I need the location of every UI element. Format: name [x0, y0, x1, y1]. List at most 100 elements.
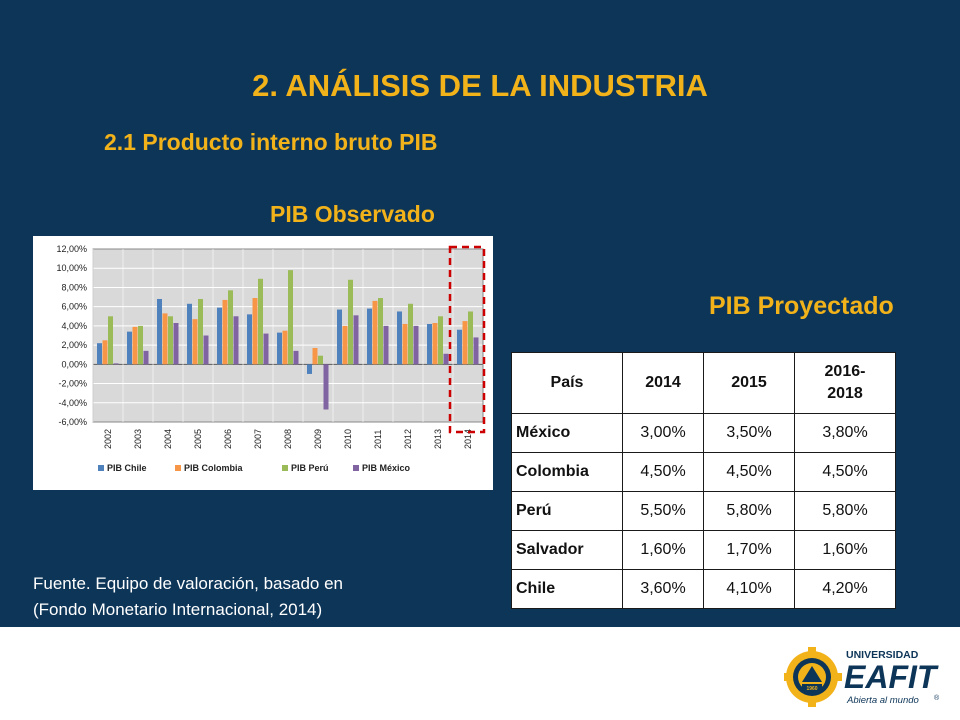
bar-pib-méxico [383, 325, 389, 365]
table-cell: 4,50% [703, 452, 795, 492]
table-cell: 1,60% [794, 530, 896, 570]
bar-pib-perú [438, 316, 443, 365]
bar-pib-chile [307, 364, 312, 374]
slide-subtitle: 2.1 Producto interno bruto PIB [104, 129, 438, 155]
bar-pib-chile [187, 303, 192, 365]
bar-pib-méxico [323, 364, 329, 410]
logo-brand-main: EAFIT [844, 659, 939, 695]
bar-pib-perú [108, 316, 113, 365]
x-tick-label: 2012 [403, 429, 413, 449]
bar-pib-perú [198, 298, 203, 365]
table-row: Perú 5,50% 5,80% 5,80% [511, 491, 896, 531]
bar-pib-colombia [102, 340, 108, 365]
bar-pib-perú [288, 270, 293, 365]
y-tick-label: 0,00% [61, 359, 87, 369]
x-tick-label: 2008 [283, 429, 293, 449]
bar-pib-perú [258, 278, 263, 365]
bar-pib-méxico [113, 363, 119, 365]
highlight-box-2014 [448, 245, 486, 434]
x-tick-label: 2005 [193, 429, 203, 449]
bar-pib-méxico [443, 353, 449, 365]
table-header-cell: 2014 [622, 352, 704, 414]
bar-pib-méxico [173, 323, 179, 365]
x-tick-label: 2006 [223, 429, 233, 449]
bar-pib-colombia [372, 300, 378, 365]
bar-pib-méxico [353, 315, 359, 365]
y-tick-label: -6,00% [58, 417, 87, 427]
logo-seal-year: 1960 [806, 686, 817, 692]
table-header-row: País 2014 2015 2016- 2018 [511, 352, 896, 414]
table-cell: 5,80% [794, 491, 896, 531]
y-tick-label: -2,00% [58, 379, 87, 389]
bar-pib-chile [397, 311, 402, 365]
x-tick-label: 2004 [163, 429, 173, 449]
table-row: Chile 3,60% 4,10% 4,20% [511, 569, 896, 609]
bar-pib-colombia [402, 323, 408, 365]
table-cell: 3,80% [794, 413, 896, 453]
bar-pib-perú [318, 355, 323, 365]
y-tick-label: 10,00% [56, 263, 87, 273]
bar-pib-perú [468, 311, 473, 365]
x-tick-label: 2011 [373, 430, 383, 449]
bar-pib-perú [168, 316, 173, 365]
table-cell-country: Salvador [511, 530, 623, 570]
x-tick-label: 2007 [253, 429, 263, 449]
table-cell: 1,60% [622, 530, 704, 570]
bar-pib-chile [337, 309, 342, 365]
legend-label: PIB México [362, 463, 411, 473]
logo-registered-mark: ® [934, 694, 940, 702]
bar-pib-perú [138, 325, 143, 365]
legend-label: PIB Colombia [184, 463, 243, 473]
bar-pib-perú [378, 298, 383, 365]
x-tick-label: 2010 [343, 429, 353, 449]
table-header-cell: 2016- 2018 [794, 352, 896, 414]
source-line: Fuente. Equipo de valoración, basado en [33, 574, 344, 593]
bar-pib-chile [367, 308, 372, 365]
slide-title: 2. ANÁLISIS DE LA INDUSTRIA [252, 68, 708, 103]
table-header-cell: 2015 [703, 352, 795, 414]
table-header-cell: País [511, 352, 623, 414]
table-cell-country: Perú [511, 491, 623, 531]
bar-pib-perú [408, 303, 413, 365]
bar-pib-chile [217, 307, 222, 365]
bar-pib-colombia [192, 319, 198, 365]
x-tick-label: 2002 [103, 429, 113, 449]
legend-swatch [282, 465, 288, 471]
table-cell-country: Chile [511, 569, 623, 609]
y-tick-label: 2,00% [61, 340, 87, 350]
table-cell: 3,60% [622, 569, 704, 609]
y-tick-label: -4,00% [58, 398, 87, 408]
bar-pib-colombia [342, 325, 348, 365]
bar-pib-chile [157, 298, 162, 365]
bar-pib-colombia [282, 330, 288, 365]
bar-pib-perú [348, 279, 353, 365]
bar-pib-méxico [293, 350, 299, 365]
bar-pib-perú [228, 290, 233, 365]
bar-pib-colombia [132, 326, 138, 365]
bar-pib-chile [277, 332, 282, 365]
table-cell: 5,80% [703, 491, 795, 531]
logo-tagline: Abierta al mundo [846, 695, 919, 706]
bar-pib-chile [127, 331, 132, 365]
table-cell: 3,00% [622, 413, 704, 453]
bar-pib-chile [247, 314, 252, 365]
gear-seal-icon: 1960 [784, 647, 842, 707]
logo-brand-top: UNIVERSIDAD [846, 649, 919, 661]
y-tick-label: 12,00% [56, 244, 87, 254]
table-cell: 3,50% [703, 413, 795, 453]
bar-pib-colombia [222, 299, 228, 365]
observed-chart-title: PIB Observado [270, 201, 435, 227]
bar-pib-méxico [233, 316, 239, 365]
table-cell: 4,50% [794, 452, 896, 492]
legend-swatch [98, 465, 104, 471]
x-tick-label: 2013 [433, 429, 443, 449]
y-tick-label: 4,00% [61, 321, 87, 331]
bar-pib-méxico [413, 325, 419, 365]
eafit-logo: 1960 UNIVERSIDAD EAFIT Abierta al mundo … [784, 647, 940, 707]
bar-pib-colombia [312, 347, 318, 365]
y-tick-label: 6,00% [61, 302, 87, 312]
table-cell-country: Colombia [511, 452, 623, 492]
legend-label: PIB Chile [107, 463, 147, 473]
bar-pib-méxico [203, 335, 209, 365]
chart-canvas: 12,00% 10,00% 8,00% 6,00% 4,00% 2,00% 0,00% -2,… [56, 244, 486, 473]
